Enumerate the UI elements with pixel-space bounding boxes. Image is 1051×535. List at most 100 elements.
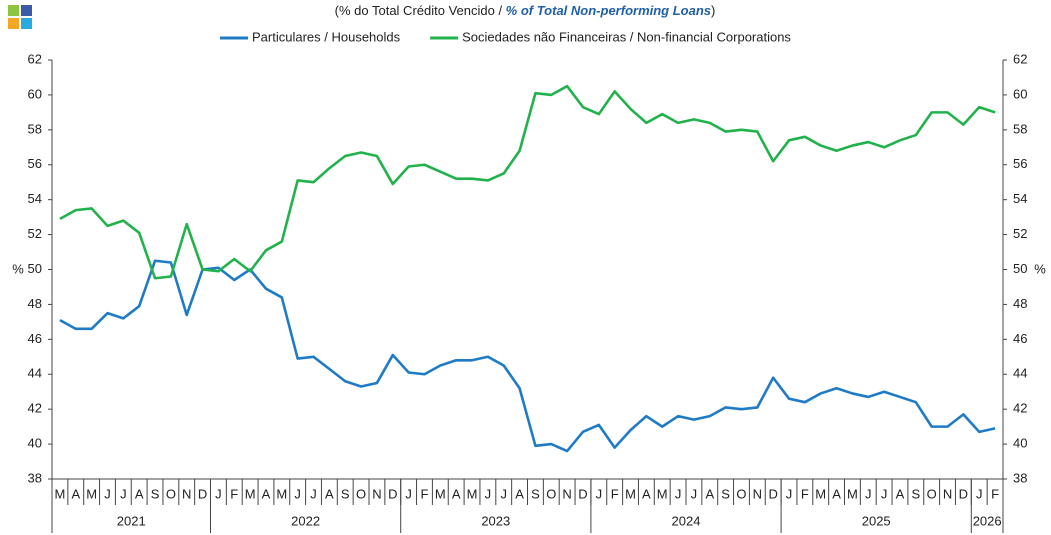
y-tick-label: 62 — [28, 51, 42, 66]
y2-tick-label: 46 — [1013, 331, 1027, 346]
y2-tick-label: 44 — [1013, 366, 1027, 381]
x-tick-label: J — [104, 486, 111, 501]
x-tick-label: J — [120, 486, 127, 501]
x-tick-label: M — [245, 486, 256, 501]
year-label: 2021 — [117, 513, 146, 528]
y-tick-label: 44 — [28, 366, 42, 381]
x-tick-label: A — [642, 486, 651, 501]
x-tick-label: J — [215, 486, 222, 501]
x-tick-label: F — [420, 486, 428, 501]
y-tick-label: 60 — [28, 86, 42, 101]
x-tick-label: A — [71, 486, 80, 501]
x-tick-label: M — [815, 486, 826, 501]
x-tick-label: S — [531, 486, 540, 501]
x-tick-label: A — [325, 486, 334, 501]
x-tick-label: F — [991, 486, 999, 501]
series-line — [59, 259, 996, 453]
legend-label: Sociedades não Financeiras / Non-financi… — [462, 29, 791, 44]
x-tick-label: S — [341, 486, 350, 501]
x-tick-label: J — [786, 486, 793, 501]
x-tick-label: A — [705, 486, 714, 501]
y2-tick-label: 40 — [1013, 436, 1027, 451]
x-tick-label: J — [675, 486, 682, 501]
x-tick-label: M — [276, 486, 287, 501]
year-label: 2025 — [862, 513, 891, 528]
year-label: 2022 — [291, 513, 320, 528]
x-tick-label: A — [832, 486, 841, 501]
x-tick-label: M — [435, 486, 446, 501]
x-tick-label: A — [262, 486, 271, 501]
x-tick-label: J — [976, 486, 983, 501]
y-axis-label: % — [12, 261, 24, 276]
x-tick-label: M — [467, 486, 478, 501]
y2-tick-label: 38 — [1013, 470, 1027, 485]
x-tick-label: M — [55, 486, 66, 501]
x-tick-label: O — [546, 486, 556, 501]
x-tick-label: O — [166, 486, 176, 501]
x-tick-label: J — [294, 486, 301, 501]
x-tick-label: A — [896, 486, 905, 501]
y-tick-label: 56 — [28, 156, 42, 171]
y2-tick-label: 42 — [1013, 401, 1027, 416]
y2-tick-label: 56 — [1013, 156, 1027, 171]
x-tick-label: D — [388, 486, 397, 501]
x-tick-label: M — [657, 486, 668, 501]
y2-axis-label: % — [1034, 261, 1046, 276]
x-tick-label: D — [768, 486, 777, 501]
x-tick-label: O — [927, 486, 937, 501]
y-tick-label: 46 — [28, 331, 42, 346]
x-tick-label: S — [721, 486, 730, 501]
logo — [8, 5, 32, 29]
x-tick-label: S — [911, 486, 920, 501]
series-line — [59, 84, 996, 280]
x-tick-label: J — [865, 486, 872, 501]
x-tick-label: M — [847, 486, 858, 501]
x-tick-label: J — [310, 486, 317, 501]
x-tick-label: D — [959, 486, 968, 501]
y-tick-label: 54 — [28, 191, 42, 206]
y2-tick-label: 60 — [1013, 86, 1027, 101]
x-tick-label: M — [625, 486, 636, 501]
y-tick-label: 40 — [28, 436, 42, 451]
year-label: 2026 — [973, 513, 1002, 528]
x-tick-label: N — [372, 486, 381, 501]
y-tick-label: 38 — [28, 470, 42, 485]
x-tick-label: S — [151, 486, 160, 501]
x-tick-label: O — [736, 486, 746, 501]
x-tick-label: J — [485, 486, 492, 501]
x-tick-label: O — [356, 486, 366, 501]
x-tick-label: D — [198, 486, 207, 501]
y2-tick-label: 62 — [1013, 51, 1027, 66]
year-label: 2024 — [672, 513, 701, 528]
x-tick-label: M — [86, 486, 97, 501]
x-tick-label: F — [611, 486, 619, 501]
x-tick-label: N — [182, 486, 191, 501]
y-tick-label: 50 — [28, 261, 42, 276]
x-tick-label: J — [596, 486, 603, 501]
legend-label: Particulares / Households — [252, 29, 401, 44]
x-tick-label: A — [135, 486, 144, 501]
y2-tick-label: 50 — [1013, 261, 1027, 276]
x-tick-label: F — [230, 486, 238, 501]
y-tick-label: 42 — [28, 401, 42, 416]
y2-tick-label: 54 — [1013, 191, 1027, 206]
x-tick-label: J — [405, 486, 412, 501]
year-label: 2023 — [481, 513, 510, 528]
x-tick-label: J — [691, 486, 698, 501]
x-tick-label: N — [562, 486, 571, 501]
x-tick-label: N — [943, 486, 952, 501]
x-tick-label: J — [500, 486, 507, 501]
y-tick-label: 58 — [28, 121, 42, 136]
y2-tick-label: 58 — [1013, 121, 1027, 136]
y2-tick-label: 48 — [1013, 296, 1027, 311]
x-tick-label: F — [801, 486, 809, 501]
x-tick-label: D — [578, 486, 587, 501]
y2-tick-label: 52 — [1013, 226, 1027, 241]
chart-title: (% do Total Crédito Vencido / % of Total… — [335, 3, 716, 18]
y-tick-label: 52 — [28, 226, 42, 241]
y-tick-label: 48 — [28, 296, 42, 311]
x-tick-label: N — [753, 486, 762, 501]
x-tick-label: A — [452, 486, 461, 501]
x-tick-label: A — [515, 486, 524, 501]
